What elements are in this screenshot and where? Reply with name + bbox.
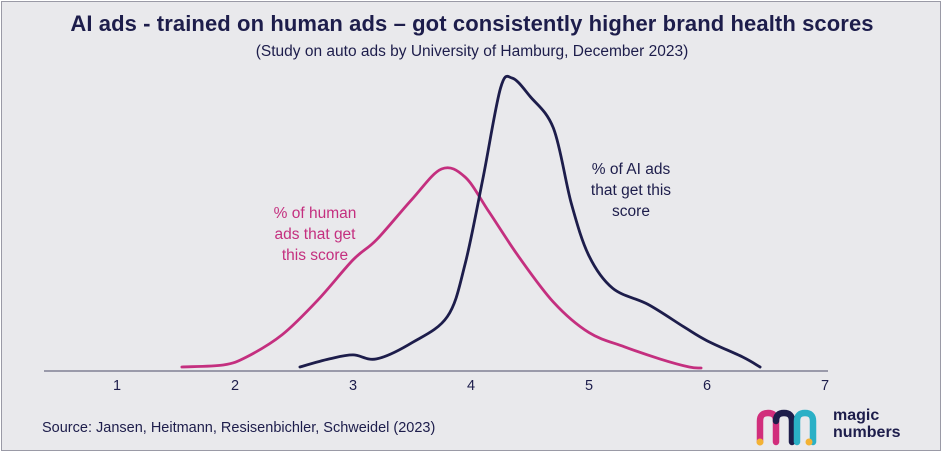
x-tick-label: 2 [231, 378, 239, 394]
annotation-human-ads: % of human [274, 205, 357, 222]
series-line-ai-ads [298, 74, 762, 369]
x-tick-label: 6 [703, 378, 711, 394]
x-tick-label: 3 [349, 378, 357, 394]
chart-subtitle: (Study on auto ads by University of Hamb… [255, 43, 689, 60]
x-tick-label: 7 [821, 378, 829, 394]
logo-text: magic numbers [833, 407, 901, 441]
series-line-human-ads [180, 166, 703, 370]
source-note: Source: Jansen, Heitmann, Resisenbichler… [42, 420, 436, 436]
x-tick-label: 5 [585, 378, 593, 394]
logo-mark-icon [756, 409, 817, 446]
annotation-human-ads: ads that get [274, 226, 356, 243]
annotation-ai-ads: score [612, 203, 650, 220]
x-tick-label: 1 [113, 378, 121, 394]
series-group [180, 74, 762, 370]
magic-numbers-logo: magic numbers [756, 404, 926, 448]
annotation-ai-ads: that get this [591, 182, 671, 199]
logo-line-1: magic [833, 407, 880, 424]
logo-line-2: numbers [833, 424, 901, 441]
x-tick-labels: 1 2 3 4 5 6 7 [113, 378, 829, 394]
annotations-group: % of human ads that get this score % of AI … [274, 161, 672, 264]
chart-title: AI ads - trained on human ads – got cons… [70, 11, 874, 36]
annotation-ai-ads: % of AI ads [592, 161, 671, 178]
x-tick-label: 4 [467, 378, 475, 394]
annotation-human-ads: this score [282, 247, 348, 264]
